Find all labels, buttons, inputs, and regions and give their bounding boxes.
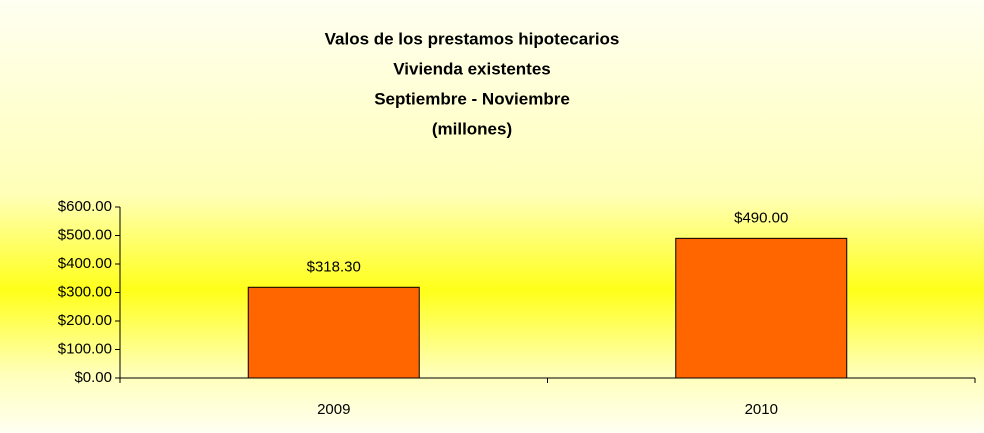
y-tick-label: $400.00 xyxy=(58,255,112,272)
y-tick-label: $500.00 xyxy=(58,226,112,243)
y-tick-label: $300.00 xyxy=(58,283,112,300)
x-tick-label: 2010 xyxy=(745,401,778,418)
y-tick-label: $100.00 xyxy=(58,340,112,357)
y-tick-label: $200.00 xyxy=(58,312,112,329)
data-label: $318.30 xyxy=(307,258,361,275)
bar xyxy=(247,286,420,379)
chart-title: Septiembre - Noviembre xyxy=(374,89,570,108)
x-tick-label: 2009 xyxy=(317,401,350,418)
bar xyxy=(675,237,848,379)
chart-title: Valos de los prestamos hipotecarios xyxy=(325,29,620,48)
data-label: $490.00 xyxy=(734,209,788,226)
chart-title: Vivienda existentes xyxy=(393,59,551,78)
y-tick-label: $0.00 xyxy=(74,369,112,386)
chart-title: (millones) xyxy=(432,119,512,138)
y-tick-label: $600.00 xyxy=(58,198,112,215)
